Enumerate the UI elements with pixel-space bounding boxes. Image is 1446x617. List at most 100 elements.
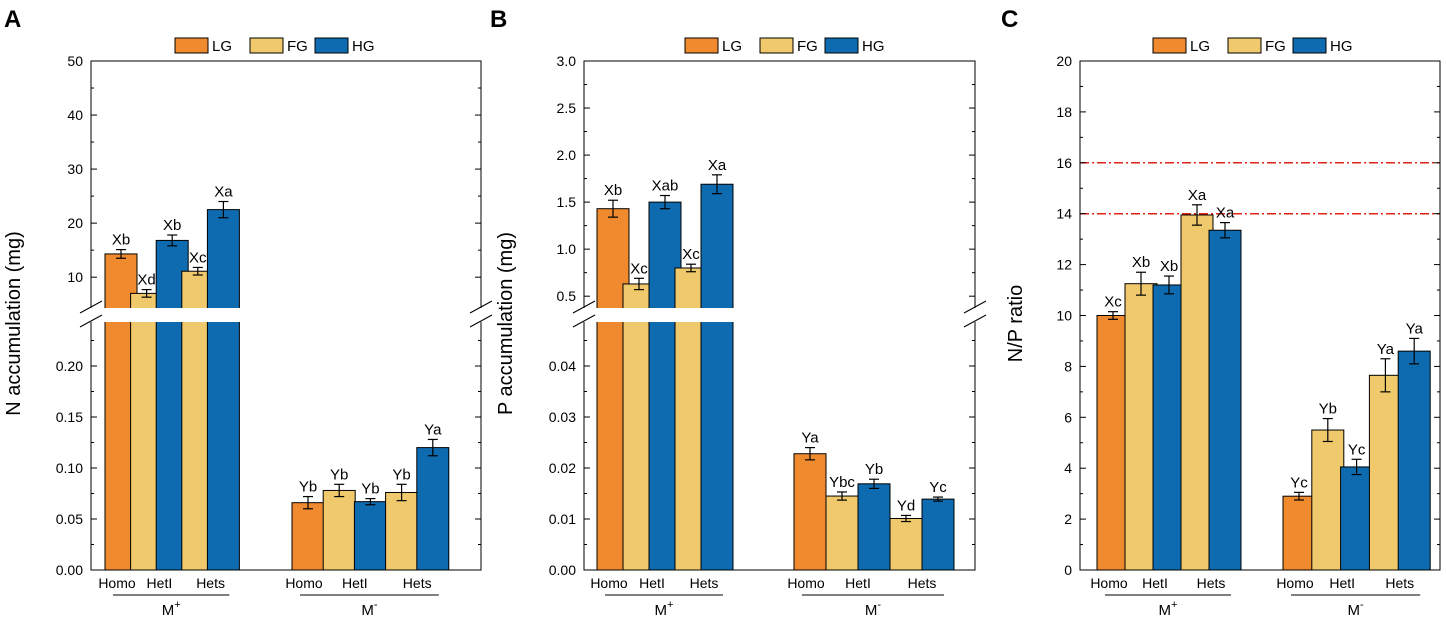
y-tick-label: 10	[1056, 308, 1072, 324]
bar-mminus-heti-hg	[857, 483, 891, 571]
y-tick-label: 40	[67, 107, 83, 123]
frame-upper	[90, 60, 482, 308]
significance-label: Yb	[865, 461, 883, 478]
category-label-heti: HetI	[147, 575, 173, 591]
significance-label: Ya	[424, 421, 442, 438]
y-tick-label: 16	[1056, 155, 1072, 171]
y-tick-label: 1.0	[557, 241, 577, 257]
category-label-homo: Homo	[1276, 575, 1314, 591]
y-tick-label: 0.20	[56, 358, 83, 374]
significance-label: Xc	[630, 260, 648, 277]
significance-label: Xab	[652, 178, 679, 195]
significance-label: Xc	[1104, 294, 1122, 311]
category-label-heti: HetI	[1329, 575, 1355, 591]
frame-lower	[583, 322, 976, 571]
legend-label-fg: FG	[1265, 38, 1286, 55]
bar-mminus-hets-fg	[385, 491, 419, 571]
significance-label: Yb	[361, 481, 379, 498]
legend-label-fg: FG	[797, 38, 818, 55]
legend-label-hg: HG	[352, 38, 375, 55]
legend-label-lg: LG	[1190, 38, 1210, 55]
bar-mplus-hets-fg	[1180, 214, 1214, 571]
significance-label: Xa	[1216, 205, 1235, 222]
significance-label: Xa	[214, 184, 233, 201]
legend-swatch-lg	[684, 37, 719, 54]
legend-swatch-fg	[759, 37, 794, 54]
significance-label: Yc	[929, 479, 947, 496]
significance-label: Xb	[1132, 254, 1150, 271]
bar-mminus-heti-hg	[353, 501, 387, 571]
panel-c-letter: C	[1001, 6, 1018, 33]
bar-mplus-heti-fg	[1124, 283, 1158, 571]
bar-mminus-heti-fg	[825, 495, 859, 571]
treatment-label-m-plus: M+	[162, 599, 181, 617]
category-label-hets: Hets	[1385, 575, 1414, 591]
significance-label: Ybc	[829, 474, 855, 491]
y-tick-label: 0.00	[549, 562, 576, 578]
category-label-homo: Homo	[98, 575, 136, 591]
y-tick-label: 20	[1056, 53, 1072, 69]
legend-swatch-fg	[1227, 37, 1262, 54]
axis-break-band	[81, 308, 491, 322]
bar-mplus-heti-hg	[1152, 284, 1186, 571]
legend-label-lg: LG	[212, 38, 232, 55]
legend-swatch-hg	[314, 37, 349, 54]
treatment-label-m-plus: M+	[1159, 599, 1178, 617]
category-label-hets: Hets	[196, 575, 225, 591]
legend-swatch-fg	[249, 37, 284, 54]
axis-break-band	[574, 308, 985, 322]
panel-c-legend: LG FG HG	[1152, 37, 1353, 55]
y-tick-label: 30	[67, 161, 83, 177]
y-tick-label: 50	[67, 53, 83, 69]
y-tick-label: 0.5	[557, 288, 577, 304]
category-label-homo: Homo	[787, 575, 825, 591]
break-mark	[469, 314, 493, 328]
panel-b-letter: B	[490, 6, 507, 33]
y-tick-label: 1.5	[557, 194, 577, 210]
bar-mminus-homo-lg	[793, 453, 827, 571]
category-label-heti: HetI	[639, 575, 665, 591]
significance-label: Xb	[163, 217, 181, 234]
y-tick-label: 12	[1056, 257, 1072, 273]
category-label-hets: Hets	[1197, 575, 1226, 591]
y-tick-label: 0.00	[56, 562, 83, 578]
legend-label-hg: HG	[1330, 38, 1353, 55]
significance-label: Yb	[1319, 401, 1337, 418]
y-tick-label: 0.04	[549, 358, 576, 374]
y-tick-label: 0.15	[56, 409, 83, 425]
legend-swatch-hg	[824, 37, 859, 54]
y-tick-label: 0.01	[549, 511, 576, 527]
y-tick-label: 0.10	[56, 460, 83, 476]
treatment-label-m-minus: M-	[865, 599, 882, 617]
panel-a-legend: LG FG HG	[174, 37, 375, 55]
significance-label: Xb	[112, 232, 130, 249]
significance-label: Yb	[392, 466, 410, 483]
significance-label: Yc	[1348, 441, 1366, 458]
category-label-hets: Hets	[690, 575, 719, 591]
panel-a: A LG FG HG N accumulation (mg) Xb Xd Xb Xc Xa Homo…	[3, 6, 493, 617]
y-tick-label: 0.02	[549, 460, 576, 476]
panel-c-ylabel: N/P ratio	[1005, 285, 1027, 362]
legend-label-hg: HG	[862, 38, 885, 55]
treatment-label-m-minus: M-	[361, 599, 378, 617]
significance-label: Xc	[189, 249, 207, 266]
category-label-heti: HetI	[845, 575, 871, 591]
category-label-homo: Homo	[285, 575, 323, 591]
bar-mminus-hets-hg	[921, 498, 955, 571]
significance-label: Yb	[299, 479, 317, 496]
significance-label: Ya	[801, 430, 819, 447]
panel-b-ylabel: P accumulation (mg)	[495, 232, 517, 415]
bar-mminus-heti-hg	[1340, 466, 1374, 571]
y-tick-label: 18	[1056, 104, 1072, 120]
bar-mplus-homo-lg	[1096, 315, 1130, 571]
bar-mminus-heti-fg	[322, 489, 356, 571]
treatment-label-m-minus: M-	[1348, 599, 1365, 617]
frame-lower	[90, 322, 482, 571]
significance-label: Yc	[1290, 474, 1308, 491]
y-tick-label: 3.0	[557, 53, 577, 69]
y-tick-label: 8	[1064, 358, 1072, 374]
y-tick-label: 2	[1064, 511, 1072, 527]
y-tick-label: 4	[1064, 460, 1072, 476]
bar-mminus-hets-fg	[1368, 374, 1402, 571]
